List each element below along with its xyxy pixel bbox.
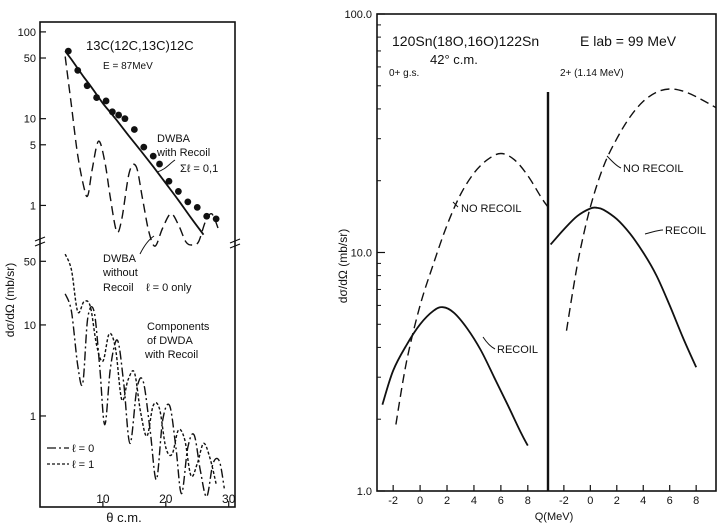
data-point-10: [149, 152, 157, 160]
data-point-12: [165, 177, 173, 185]
data-point-15: [193, 203, 201, 211]
right-y-axis: 100.0 10.0 1.0: [344, 9, 385, 498]
x-tick-label-1: 20: [159, 492, 173, 506]
y-tick-label-upper-3: 5: [30, 140, 36, 152]
ann-components: Components: [147, 321, 210, 333]
ann-of-dwda: of DWDA: [147, 335, 194, 347]
data-point-2: [83, 82, 91, 90]
series-lower-1: [64, 253, 217, 484]
y-tick-label-lower-1: 10: [24, 320, 36, 332]
ann-without: without: [102, 267, 138, 279]
y-tick-label-upper-4: 1: [30, 200, 36, 212]
label-2plus-recoil: RECOIL: [665, 225, 706, 237]
y-tick-label-upper-0: 100: [18, 27, 36, 39]
data-point-16: [203, 212, 211, 220]
sub1-x-tick-label-4: 6: [667, 495, 673, 507]
x-tick-label-0: 10: [96, 492, 110, 506]
left-lower-plot: 50 10 1: [24, 253, 225, 498]
ann-dwba: DWBA: [157, 133, 191, 145]
data-point-7: [121, 115, 129, 123]
data-point-1: [74, 66, 82, 74]
right-angle: 42° c.m.: [430, 52, 478, 67]
ann-recoil: Recoil: [103, 282, 134, 294]
subpanel-gs: -2 0 2 4 6 8: [381, 152, 549, 507]
legend-l0-label: ℓ = 0: [72, 443, 94, 455]
sub0-x-tick-label-0: -2: [388, 495, 398, 507]
pointer-2plus-no-recoil: [606, 155, 622, 169]
data-point-11: [156, 160, 163, 168]
left-panel: 100 50 10 5 1 50 10 1 10 20 30 13C(12C,13C)12C E…: [3, 21, 241, 525]
subpanel-gs-label: 0+ g.s.: [389, 68, 419, 79]
right-panel: 100.0 10.0 1.0 -2 0 2 4 6 8 -2 0 2 4 6 8 120Sn(18O,1…: [336, 9, 717, 523]
data-point-9: [140, 143, 148, 151]
data-point-0: [64, 47, 72, 55]
x-tick-label-2: 30: [222, 492, 236, 506]
data-point-3: [93, 94, 101, 101]
right-y-tick-label-0: 100.0: [344, 9, 372, 21]
sub0-x-tick-label-2: 2: [444, 495, 450, 507]
right-xlabel: Q(MeV): [535, 511, 574, 523]
ann-sum-l: Σℓ = 0,1: [180, 163, 218, 175]
series-upper-dwba-without-recoil-0-only: [64, 56, 219, 247]
right-plot-frame: [376, 13, 717, 492]
data-point-17: [212, 215, 220, 223]
y-tick-label-lower-0: 50: [24, 256, 36, 268]
right-energy: E lab = 99 MeV: [580, 33, 677, 49]
pointer-2plus-recoil: [644, 229, 664, 235]
left-energy: E = 87MeV: [103, 61, 153, 72]
pointer-gs-no-recoil: [452, 201, 459, 208]
ann-l0-only: ℓ = 0 only: [146, 282, 192, 294]
left-axis-break: [34, 236, 46, 247]
data-point-5: [108, 108, 116, 116]
data-point-4: [102, 97, 110, 105]
sub0-x-tick-label-4: 6: [498, 495, 504, 507]
sub0-x-tick-label-1: 0: [417, 495, 423, 507]
sub0-x-tick-label-5: 8: [525, 495, 531, 507]
data-point-8: [130, 126, 138, 133]
pointer-without-recoil: [139, 235, 155, 255]
sub0-x-tick-label-3: 4: [471, 495, 477, 507]
right-axis-break: [229, 238, 241, 249]
data-point-13: [174, 188, 182, 195]
pointer-with-recoil: [156, 159, 176, 173]
sub0-series-no-recoil: [395, 152, 549, 425]
legend-l1-label: ℓ = 1: [72, 459, 94, 471]
sub1-x-tick-label-0: -2: [559, 495, 569, 507]
right-y-tick-label-2: 1.0: [357, 486, 372, 498]
ann-with-recoil-2: with Recoil: [144, 349, 198, 361]
subpanel-2plus-label: 2+ (1.14 MeV): [560, 68, 624, 79]
sub0-series-recoil: [381, 306, 529, 447]
left-title: 13C(12C,13C)12C: [86, 38, 194, 53]
label-gs-recoil: RECOIL: [497, 344, 538, 356]
sub1-x-tick-label-3: 4: [640, 495, 646, 507]
left-x-axis: 10 20 30: [96, 492, 236, 507]
ann-dwba-2: DWBA: [103, 253, 137, 265]
sub1-series-no-recoil: [565, 88, 717, 331]
label-gs-no-recoil: NO RECOIL: [461, 203, 522, 215]
pointer-gs-recoil: [482, 336, 496, 350]
right-y-tick-label-1: 10.0: [351, 248, 372, 260]
right-title: 120Sn(18O,16O)122Sn: [392, 33, 539, 49]
y-tick-label-upper-2: 10: [24, 114, 36, 126]
left-xlabel: θ c.m.: [106, 510, 141, 525]
sub1-x-tick-label-5: 8: [693, 495, 699, 507]
label-2plus-no-recoil: NO RECOIL: [623, 163, 684, 175]
sub1-series-recoil: [549, 206, 698, 368]
ann-with-recoil: with Recoil: [156, 147, 210, 159]
sub1-x-tick-label-2: 2: [614, 495, 620, 507]
subpanel-2plus: -2 0 2 4 6 8: [549, 88, 717, 507]
data-point-14: [184, 198, 192, 206]
left-plot-frame: [39, 21, 236, 508]
y-tick-label-upper-1: 50: [24, 53, 36, 65]
y-tick-label-lower-2: 1: [30, 411, 36, 423]
data-point-6: [115, 111, 123, 119]
sub1-x-tick-label-1: 0: [587, 495, 593, 507]
right-ylabel: dσ/dΩ (mb/sr): [336, 229, 350, 303]
left-upper-plot: 100 50 10 5 1: [18, 27, 220, 247]
left-ylabel: dσ/dΩ (mb/sr): [3, 263, 17, 337]
